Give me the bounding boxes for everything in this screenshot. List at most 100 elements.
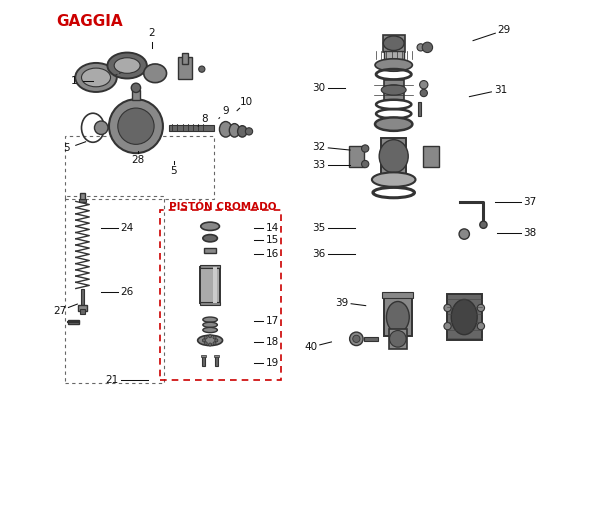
Text: 9: 9 [222,106,229,115]
Bar [200,267,220,303]
Bar [384,297,412,336]
Text: 29: 29 [498,25,511,35]
Text: GAGGIA: GAGGIA [57,14,123,29]
Bar [215,357,218,366]
Text: 27: 27 [53,306,66,316]
Circle shape [350,332,363,346]
Circle shape [94,121,108,135]
Ellipse shape [238,126,247,137]
Ellipse shape [82,68,111,87]
Ellipse shape [201,222,219,230]
Circle shape [459,229,470,239]
Text: 18: 18 [266,337,279,347]
Text: 5: 5 [64,144,70,153]
Text: 40: 40 [304,342,317,352]
Text: 30: 30 [312,83,326,93]
Text: PISTÓN CROMADO: PISTÓN CROMADO [169,202,276,212]
Text: 5: 5 [171,166,177,176]
Text: 1: 1 [71,76,77,86]
Bar [79,199,86,202]
Text: 19: 19 [266,358,279,368]
Bar [200,265,220,268]
Bar [214,356,219,357]
Bar [160,210,281,380]
Ellipse shape [375,118,412,131]
Circle shape [480,221,487,228]
Bar [418,102,421,116]
Circle shape [208,335,212,338]
Bar [68,320,79,324]
Text: 31: 31 [494,85,507,95]
Bar [169,125,214,131]
Ellipse shape [107,53,147,79]
Text: 33: 33 [312,160,326,170]
Text: 28: 28 [131,155,144,165]
Text: 8: 8 [202,114,208,124]
Bar [389,329,407,349]
Circle shape [109,99,163,153]
Bar [384,80,404,100]
Text: 32: 32 [312,142,326,152]
Bar [381,138,406,175]
Bar [79,305,86,311]
Bar [65,196,164,383]
Ellipse shape [76,63,117,92]
Bar [182,53,188,64]
Circle shape [362,145,369,152]
Ellipse shape [451,300,477,335]
Text: 21: 21 [105,375,118,385]
Bar [202,357,205,366]
Ellipse shape [381,85,406,95]
Ellipse shape [390,331,406,347]
Ellipse shape [114,58,140,73]
Circle shape [477,322,485,330]
Bar [446,294,482,340]
Text: 37: 37 [524,197,537,207]
Circle shape [204,336,207,339]
Circle shape [213,342,216,345]
Ellipse shape [198,335,222,346]
Circle shape [353,335,360,343]
Text: 15: 15 [266,235,279,245]
Text: 39: 39 [335,297,348,307]
Bar [178,57,192,79]
Bar [202,356,206,357]
Text: 16: 16 [266,249,279,259]
Bar [80,309,85,315]
Circle shape [444,322,451,330]
Circle shape [422,42,432,53]
Ellipse shape [230,124,240,137]
Ellipse shape [144,64,166,83]
Circle shape [204,342,207,345]
Bar [132,90,139,100]
Circle shape [417,44,424,51]
Text: 38: 38 [524,228,537,238]
Ellipse shape [383,36,404,50]
Text: 36: 36 [312,249,326,259]
Circle shape [199,66,205,72]
Ellipse shape [203,317,217,322]
Bar [205,248,216,253]
Circle shape [444,304,451,311]
Circle shape [477,304,485,311]
Bar [382,292,414,298]
Ellipse shape [375,59,412,71]
Bar [364,337,378,341]
Circle shape [420,81,428,89]
Ellipse shape [203,322,217,328]
Ellipse shape [203,328,217,333]
Circle shape [208,343,212,346]
Circle shape [245,128,253,135]
Circle shape [132,83,141,93]
Text: 26: 26 [121,287,134,297]
Ellipse shape [387,302,409,333]
Bar [348,146,364,166]
Text: 14: 14 [266,223,279,233]
Bar [383,35,404,51]
Bar [384,51,404,59]
Ellipse shape [379,140,408,173]
Circle shape [213,336,216,339]
Ellipse shape [372,172,415,187]
Text: 10: 10 [240,97,253,107]
Circle shape [420,89,428,97]
